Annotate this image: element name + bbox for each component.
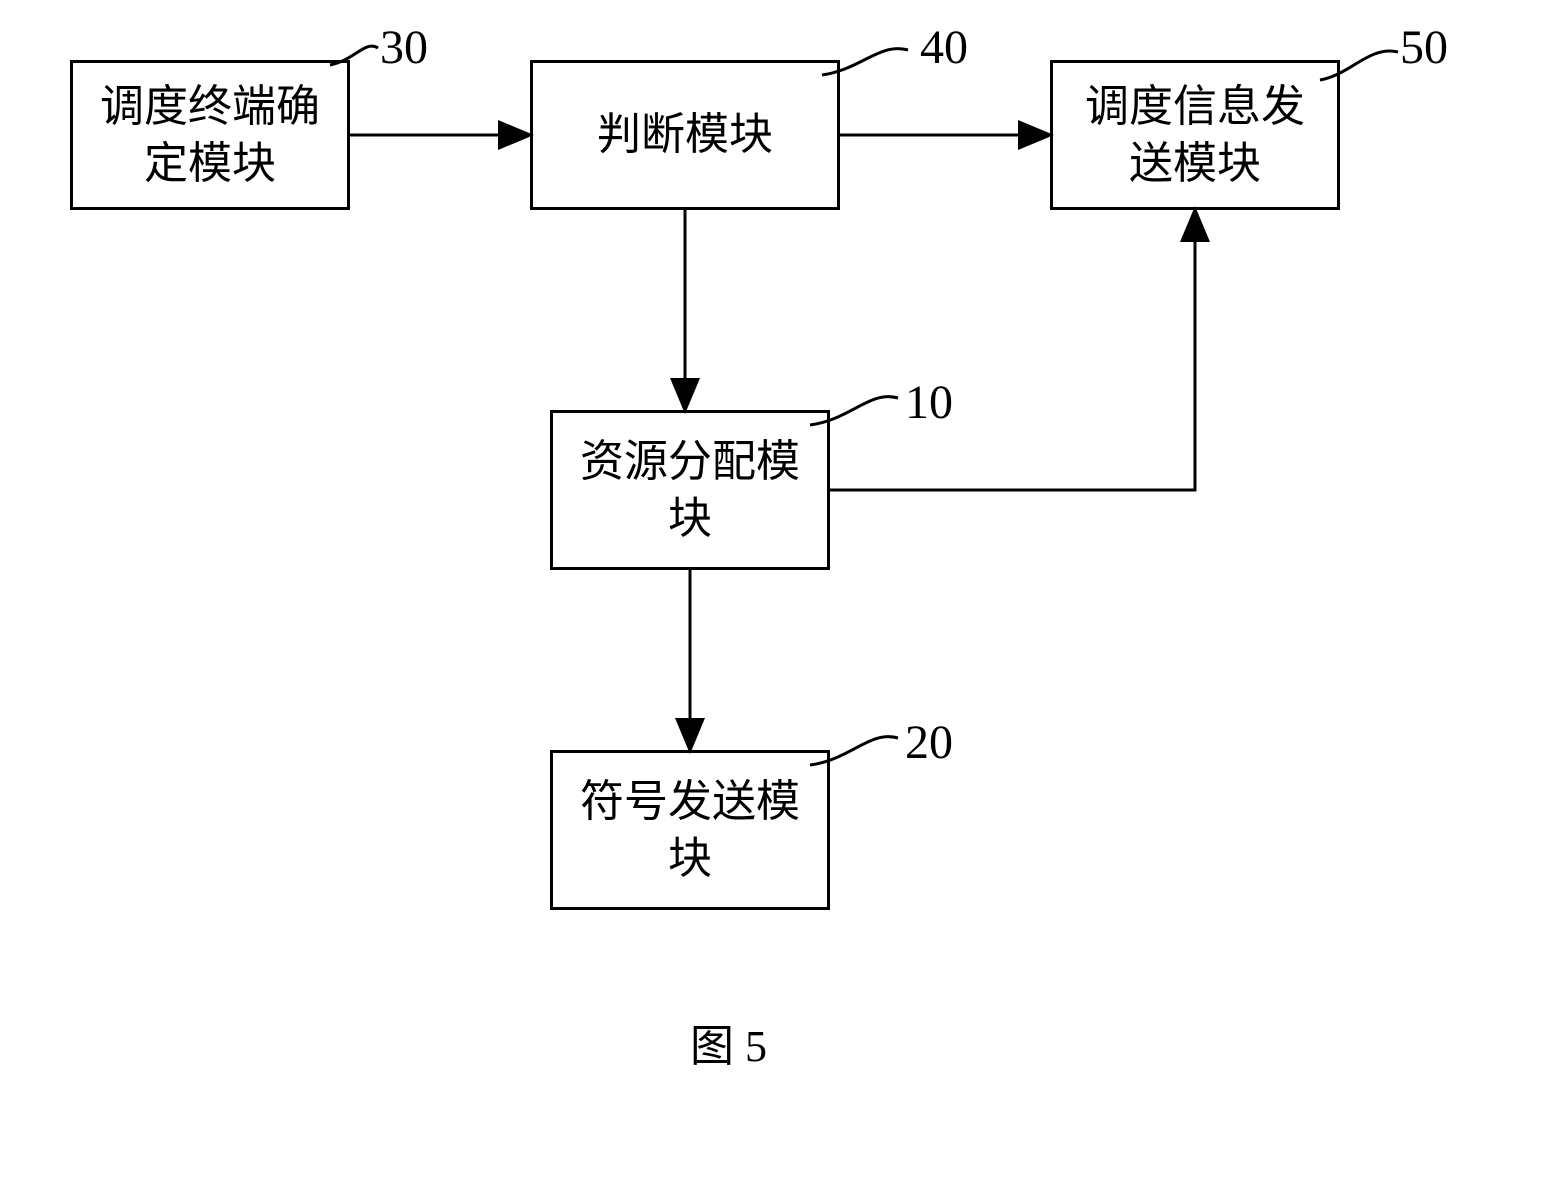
node-scheduling-info-send: 调度信息发送模块 xyxy=(1050,60,1340,210)
node-resource-allocation: 资源分配模块 xyxy=(550,410,830,570)
node-label: 资源分配模块 xyxy=(580,433,800,547)
node-scheduling-terminal-determine: 调度终端确定模块 xyxy=(70,60,350,210)
node-label: 判断模块 xyxy=(597,106,773,163)
node-label: 调度信息发送模块 xyxy=(1085,78,1305,192)
node-label: 调度终端确定模块 xyxy=(100,78,320,192)
figure-caption: 图 5 xyxy=(690,1010,767,1074)
node-judgment-module: 判断模块 xyxy=(530,60,840,210)
edge-10-50 xyxy=(830,212,1195,490)
callout-40: 40 xyxy=(920,20,968,75)
callout-10: 10 xyxy=(905,375,953,430)
callout-50: 50 xyxy=(1400,20,1448,75)
node-label: 符号发送模块 xyxy=(580,773,800,887)
callout-30: 30 xyxy=(380,20,428,75)
node-symbol-send: 符号发送模块 xyxy=(550,750,830,910)
flowchart-diagram: 调度终端确定模块 判断模块 调度信息发送模块 资源分配模块 符号发送模块 30 … xyxy=(50,30,1513,1130)
callout-20: 20 xyxy=(905,715,953,770)
